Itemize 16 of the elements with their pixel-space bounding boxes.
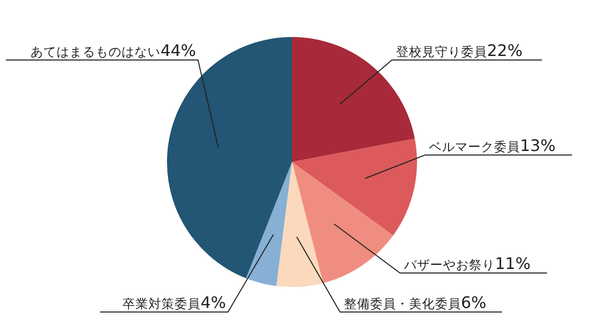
pie-slice [292, 138, 417, 236]
slice-label: 卒業対策委員 [122, 296, 201, 311]
data-label: 22% [487, 41, 523, 60]
pie-slice [276, 162, 324, 287]
slice-label: 整備委員・美化委員 [344, 296, 461, 311]
slice-label: 登校見守り委員 [396, 44, 487, 59]
data-label: 11% [495, 254, 531, 273]
slice-label: ベルマーク委員 [429, 139, 520, 154]
data-label: 13% [520, 136, 556, 155]
pie-slice [292, 162, 394, 284]
slice-label: あてはまるものはない [30, 44, 160, 59]
slice-label: バザーやお祭り [403, 257, 495, 272]
data-label: 44% [160, 41, 196, 60]
data-label: 6% [461, 293, 486, 312]
pie-slice [246, 162, 292, 286]
data-label: 4% [200, 293, 226, 312]
